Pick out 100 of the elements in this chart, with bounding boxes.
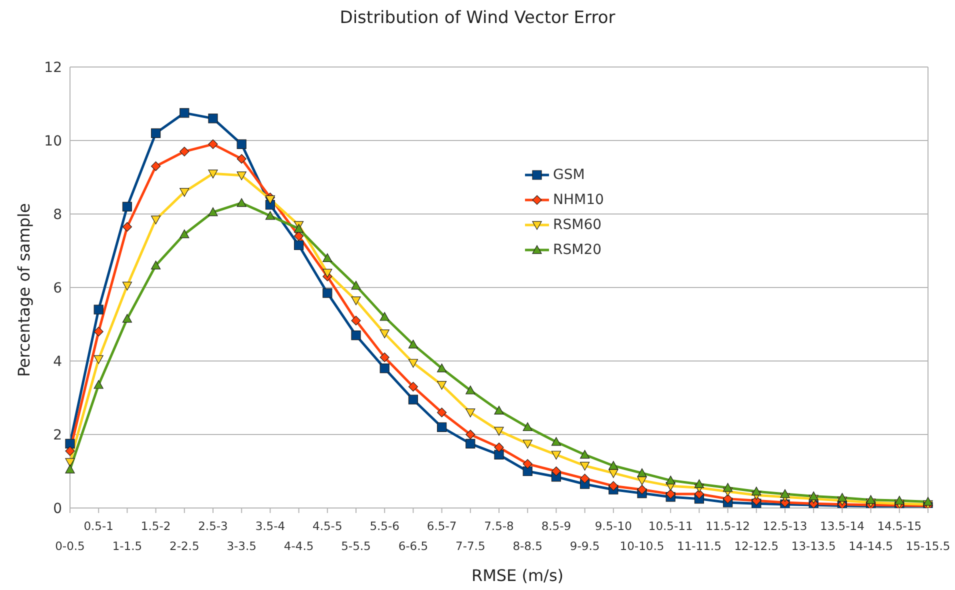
point <box>466 386 476 394</box>
x-tick-label: 13-13.5 <box>791 539 836 553</box>
point <box>208 207 218 216</box>
x-tick-label: 6.5-7 <box>426 519 457 533</box>
point <box>408 394 418 404</box>
point <box>208 170 218 178</box>
point <box>265 211 275 220</box>
point <box>437 422 447 432</box>
point <box>351 316 361 326</box>
point <box>65 464 75 474</box>
point <box>466 438 476 448</box>
point <box>522 440 532 448</box>
x-tick-label: 8-8.5 <box>512 539 542 553</box>
x-tick-label: 14.5-15 <box>877 519 922 533</box>
point <box>122 314 132 323</box>
x-tick-label: 0-0.5 <box>55 539 85 553</box>
point <box>180 188 190 197</box>
point <box>380 312 390 321</box>
y-tick-label: 12 <box>44 60 62 76</box>
x-tick-label: 14-14.5 <box>848 539 893 553</box>
point <box>522 422 532 432</box>
legend-label: NHM10 <box>553 192 604 208</box>
y-tick-label: 4 <box>53 354 62 370</box>
x-tick-label: 7.5-8 <box>484 519 514 533</box>
x-tick-label: 9.5-10 <box>594 519 632 533</box>
x-tick-label: 4-4.5 <box>284 539 314 553</box>
point <box>208 114 218 124</box>
x-tick-label: 15-15.5 <box>906 539 950 553</box>
point <box>437 408 447 418</box>
point <box>522 466 532 476</box>
y-tick-label: 10 <box>44 133 62 150</box>
x-tick-label: 3.5-4 <box>255 519 286 533</box>
legend-label: RSM20 <box>553 242 602 258</box>
point <box>180 146 190 156</box>
point <box>837 492 847 502</box>
point <box>380 330 390 338</box>
point <box>208 139 218 149</box>
point <box>94 380 104 389</box>
y-tick-label: 2 <box>53 427 62 444</box>
y-tick-label: 8 <box>53 206 62 223</box>
x-tick-label: 12-12.5 <box>734 539 779 553</box>
x-tick-label: 11.5-12 <box>706 519 750 533</box>
point <box>122 222 132 232</box>
point <box>466 408 476 418</box>
point <box>437 380 447 390</box>
point <box>894 496 904 505</box>
x-tick-label: 1-1.5 <box>112 539 142 553</box>
x-tick-label: 5-5.5 <box>341 539 371 553</box>
point <box>236 154 246 164</box>
point <box>236 198 246 207</box>
point <box>608 481 618 491</box>
x-tick-label: 3-3.5 <box>226 539 256 553</box>
point <box>551 437 561 446</box>
y-tick-label: 0 <box>53 500 62 517</box>
point <box>180 229 190 238</box>
point <box>65 438 75 448</box>
x-tick-label: 7-7.5 <box>456 539 486 553</box>
x-tick-label: 1.5-2 <box>140 519 171 533</box>
point <box>580 462 590 471</box>
x-tick-label: 11-11.5 <box>677 539 722 553</box>
x-tick-label: 12.5-13 <box>762 519 808 533</box>
point <box>322 268 332 278</box>
point <box>666 476 676 484</box>
y-tick-label: 6 <box>53 280 62 296</box>
point <box>408 358 418 368</box>
point <box>923 496 933 506</box>
point <box>437 364 447 372</box>
point <box>637 476 647 486</box>
point <box>637 468 647 477</box>
x-tick-label: 0.5-1 <box>84 519 114 533</box>
point <box>866 495 876 504</box>
point <box>294 240 304 250</box>
point <box>637 484 647 494</box>
chart-title: Distribution of Wind Vector Error <box>338 8 616 28</box>
point <box>608 460 618 470</box>
point <box>608 469 618 478</box>
point <box>551 466 561 476</box>
point <box>122 202 132 212</box>
point <box>494 450 504 460</box>
point <box>752 486 762 496</box>
point <box>236 172 246 180</box>
x-tick-label: 10.5-11 <box>648 519 693 533</box>
x-tick-label: 9-9.5 <box>570 539 600 553</box>
x-tick-label: 13.5-14 <box>820 519 864 533</box>
point <box>151 260 161 270</box>
y-axis-title: Percentage of sample <box>14 203 34 377</box>
point <box>723 494 733 504</box>
point <box>494 442 504 452</box>
point <box>694 479 704 488</box>
x-tick-label: 6-6.5 <box>398 539 428 553</box>
point <box>294 231 304 241</box>
point <box>65 446 75 456</box>
x-tick-label: 10-10.5 <box>620 539 664 553</box>
point <box>380 364 390 374</box>
point <box>94 355 104 364</box>
point <box>351 330 361 340</box>
point <box>351 296 361 306</box>
point <box>551 450 561 460</box>
point <box>294 224 304 233</box>
point <box>666 489 676 499</box>
